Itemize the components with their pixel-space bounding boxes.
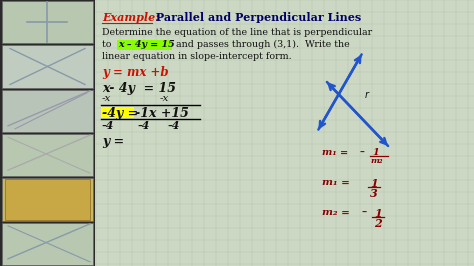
- Bar: [117, 39, 172, 49]
- Text: linear equation in slope-intercept form.: linear equation in slope-intercept form.: [102, 52, 292, 61]
- Text: -x: -x: [160, 94, 169, 103]
- Text: x – 4y = 15: x – 4y = 15: [118, 40, 175, 49]
- Text: m₁ =: m₁ =: [322, 178, 350, 187]
- Text: m₁ =: m₁ =: [322, 148, 348, 157]
- Text: m₂ =: m₂ =: [322, 208, 350, 217]
- Text: -4: -4: [102, 120, 114, 131]
- Text: m₂: m₂: [371, 157, 383, 165]
- Bar: [101, 106, 134, 118]
- Text: Determine the equation of the line that is perpendicular: Determine the equation of the line that …: [102, 28, 372, 37]
- Text: x- 4y  = 15: x- 4y = 15: [102, 82, 176, 95]
- Bar: [2, 178, 93, 221]
- Text: Example:: Example:: [102, 12, 159, 23]
- Text: 1: 1: [372, 148, 379, 157]
- Text: 2: 2: [374, 218, 382, 229]
- Bar: [0, 0, 95, 266]
- Text: –: –: [360, 148, 365, 157]
- Text: 3: 3: [370, 188, 378, 199]
- Text: -x: -x: [102, 94, 111, 103]
- Text: -1x +15: -1x +15: [135, 107, 189, 120]
- Bar: [2, 134, 93, 176]
- Text: 1: 1: [370, 178, 378, 189]
- Text: r: r: [365, 90, 369, 100]
- Bar: [2, 45, 93, 88]
- Text: -4y =: -4y =: [102, 107, 138, 120]
- Text: 1: 1: [374, 208, 382, 219]
- Bar: [5, 179, 90, 220]
- Bar: [2, 90, 93, 132]
- Text: y = mx +b: y = mx +b: [102, 66, 169, 79]
- Text: –: –: [362, 208, 367, 217]
- Text: to: to: [102, 40, 118, 49]
- Text: y =: y =: [102, 135, 124, 148]
- Bar: [2, 1, 93, 43]
- Bar: [2, 223, 93, 265]
- Text: Parallel and Perpendicular Lines: Parallel and Perpendicular Lines: [152, 12, 361, 23]
- Text: -4: -4: [138, 120, 150, 131]
- Text: -4: -4: [168, 120, 181, 131]
- Text: and passes through (3,1).  Write the: and passes through (3,1). Write the: [173, 40, 350, 49]
